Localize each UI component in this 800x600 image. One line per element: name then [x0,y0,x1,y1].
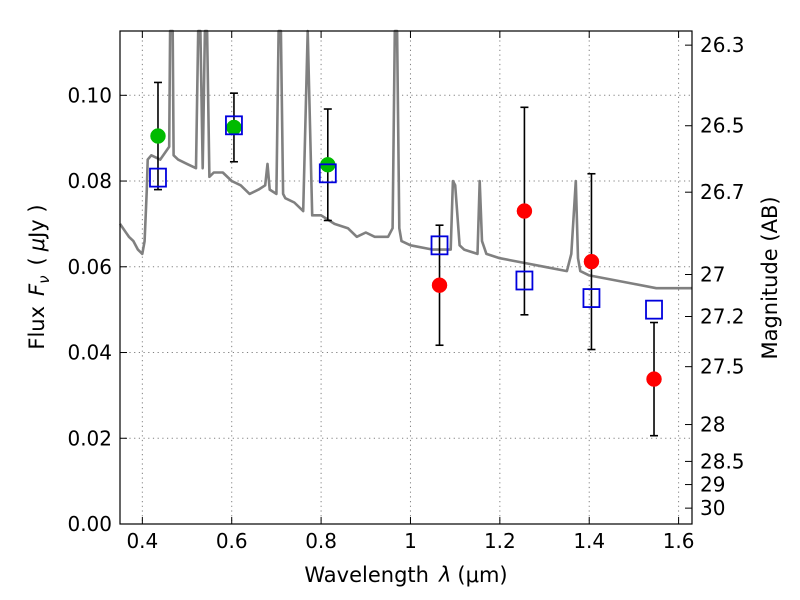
y-tick-label: 0.08 [67,169,112,193]
blue-square-marker [582,288,601,308]
y-tick-label: 0.00 [67,512,112,536]
error-bars [153,81,659,437]
model-spectrum-line [118,29,692,290]
y2-tick-label: 29 [700,473,725,497]
x-tick-label: 0.4 [126,529,158,553]
axis-ticks: 0.4 0.6 0.8 1 1.2 1.4 1.6 0.00 0.02 0.04 0.06 0.08 0… [67,31,745,553]
y-axis-label: FluxFν(μJy ) [25,204,53,349]
y2-tick-label: 28.5 [700,449,745,473]
green-data-point [150,128,166,144]
blue-square-marker [430,235,449,256]
x-tick-label: 1.4 [573,529,605,553]
x-axis-label: Wavelength λ (μm) [304,563,507,587]
green-data-point [226,119,242,136]
plot-frame [119,30,693,525]
y-tick-label: 0.04 [67,341,112,365]
y2-tick-label: 26.7 [700,180,745,204]
y-tick-label: 0.02 [67,426,112,450]
y-tick-label: 0.06 [67,255,112,279]
data-markers [149,115,663,387]
y2-tick-label: 26.5 [700,114,745,138]
blue-square-marker [225,115,243,136]
red-data-point [646,371,662,387]
y2-tick-label: 27.2 [700,305,745,329]
model-spectrum [118,29,692,290]
x-tick-label: 0.8 [305,529,337,553]
red-data-point [583,253,600,270]
y2-tick-label: 26.3 [700,33,745,57]
blue-square-marker [149,167,167,188]
x-tick-label: 1.6 [663,529,695,553]
blue-square-marker [515,270,534,291]
y2-tick-label: 27.5 [700,355,745,379]
x-tick-label: 1.2 [484,529,516,553]
y2-axis-label: Magnitude (AB) [758,196,782,359]
y2-tick-label: 28 [700,413,725,437]
blue-square-marker [645,299,663,320]
red-data-point [516,203,533,219]
blue-square-marker [318,163,337,184]
y-tick-label: 0.10 [67,83,112,107]
x-tick-label: 1 [404,529,417,553]
red-data-point [431,277,448,293]
y2-tick-label: 30 [700,496,725,520]
y2-tick-label: 27 [700,262,725,286]
x-tick-label: 0.6 [216,529,248,553]
